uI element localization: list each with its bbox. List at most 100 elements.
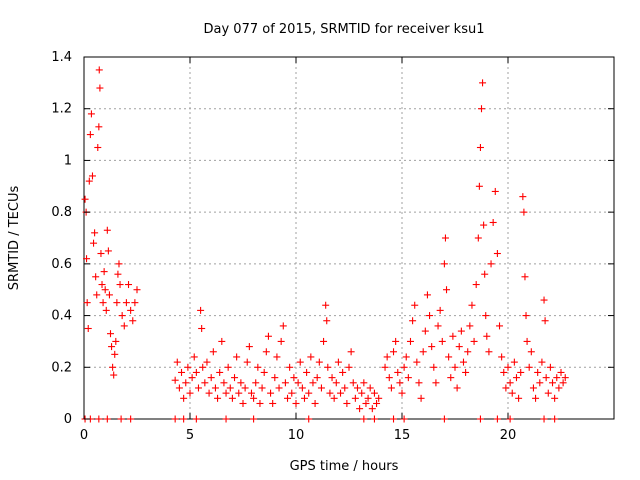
data-points xyxy=(81,66,569,423)
data-point xyxy=(434,322,442,330)
data-point xyxy=(207,374,215,382)
data-point xyxy=(317,384,325,392)
data-point xyxy=(305,415,313,423)
data-point xyxy=(476,144,484,151)
x-tick-label: 0 xyxy=(80,428,88,443)
plot-frame xyxy=(83,56,615,420)
data-point xyxy=(305,389,313,397)
data-point xyxy=(180,394,188,402)
data-point xyxy=(362,399,370,407)
data-point xyxy=(470,337,478,345)
data-point xyxy=(453,384,461,392)
data-point xyxy=(98,281,106,289)
data-point xyxy=(466,322,474,330)
data-point xyxy=(493,415,501,423)
data-point xyxy=(107,330,114,338)
data-point xyxy=(298,384,306,392)
data-point xyxy=(228,394,236,402)
data-point xyxy=(118,312,126,320)
data-point xyxy=(273,353,281,361)
data-point xyxy=(313,374,321,382)
data-point xyxy=(360,379,368,387)
data-point xyxy=(109,363,117,371)
data-point xyxy=(426,312,434,320)
data-point xyxy=(529,384,537,392)
data-point xyxy=(398,389,406,397)
data-point xyxy=(203,358,211,366)
data-point xyxy=(288,389,296,397)
data-point xyxy=(84,325,92,332)
data-point xyxy=(480,221,488,229)
data-point xyxy=(243,358,251,366)
data-point xyxy=(309,379,317,387)
data-point xyxy=(520,208,528,216)
data-point xyxy=(551,394,559,402)
data-point xyxy=(475,182,483,190)
data-point xyxy=(315,358,323,366)
data-point xyxy=(271,374,279,382)
data-point xyxy=(546,363,554,371)
data-point xyxy=(256,399,264,407)
data-point xyxy=(120,322,128,330)
data-point xyxy=(421,327,429,335)
data-point xyxy=(534,368,542,376)
data-point xyxy=(267,389,275,397)
data-point xyxy=(178,368,186,376)
data-point xyxy=(108,343,116,351)
data-point xyxy=(436,306,444,314)
data-point xyxy=(307,353,315,361)
data-point xyxy=(296,358,304,366)
data-point xyxy=(443,286,451,294)
data-point xyxy=(286,363,294,371)
x-tick-label: 5 xyxy=(186,428,194,443)
data-point xyxy=(406,337,414,345)
data-point xyxy=(504,363,512,371)
data-point xyxy=(247,389,255,397)
data-point xyxy=(487,260,495,268)
data-point xyxy=(358,389,366,397)
data-point xyxy=(100,268,108,276)
data-point xyxy=(113,299,121,307)
y-tick-label: 0.4 xyxy=(51,309,72,324)
data-point xyxy=(404,374,412,382)
data-point xyxy=(260,368,268,376)
data-point xyxy=(390,348,398,356)
chart-title: Day 077 of 2015, SRMTID for receiver ksu… xyxy=(204,22,485,37)
x-axis-label: GPS time / hours xyxy=(290,459,399,474)
data-point xyxy=(489,218,497,226)
data-point xyxy=(226,384,234,392)
data-point xyxy=(277,337,285,345)
data-point xyxy=(438,337,446,345)
data-point xyxy=(370,415,378,423)
data-point xyxy=(192,415,200,423)
data-point xyxy=(392,337,400,345)
data-point xyxy=(237,379,245,387)
data-point xyxy=(485,348,493,356)
data-point xyxy=(345,363,353,371)
data-point xyxy=(364,394,372,402)
data-point xyxy=(527,348,535,356)
data-point xyxy=(222,415,230,423)
x-tick-label: 20 xyxy=(500,428,517,443)
data-point xyxy=(197,306,205,314)
data-point xyxy=(262,348,270,356)
data-point xyxy=(496,322,504,330)
data-point xyxy=(478,105,485,113)
data-point xyxy=(127,415,135,423)
data-point xyxy=(252,379,260,387)
data-point xyxy=(447,374,455,382)
data-point xyxy=(415,379,423,387)
data-point xyxy=(245,343,253,351)
data-point xyxy=(254,363,262,371)
data-point xyxy=(184,363,192,371)
data-point xyxy=(536,379,544,387)
data-point xyxy=(522,312,530,320)
data-point xyxy=(171,376,179,384)
data-point xyxy=(381,363,389,371)
data-point xyxy=(103,415,111,423)
data-point xyxy=(445,353,453,361)
data-point xyxy=(449,332,457,340)
data-point xyxy=(541,317,549,325)
data-point xyxy=(92,273,100,281)
data-point xyxy=(110,371,118,379)
